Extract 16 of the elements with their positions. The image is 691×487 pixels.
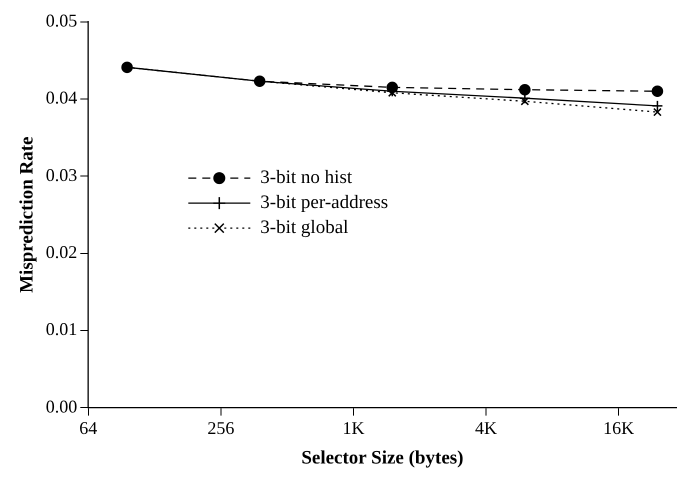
x-axis-title: Selector Size (bytes) xyxy=(301,448,464,469)
y-tick-label: 0.02 xyxy=(46,242,78,262)
x-tick-label: 4K xyxy=(475,418,498,438)
y-axis-title: Misprediction Rate xyxy=(16,136,38,293)
y-tick-label: 0.00 xyxy=(46,396,78,416)
x-tick-label: 16K xyxy=(603,418,634,438)
y-tick-label: 0.04 xyxy=(46,88,78,108)
y-tick-label: 0.03 xyxy=(46,164,78,185)
y-tick-label: 0.01 xyxy=(46,319,78,340)
x-tick-label: 256 xyxy=(207,418,234,438)
legend-label: 3-bit no hist xyxy=(260,167,353,188)
y-tick-label: 0.05 xyxy=(46,10,78,31)
legend-label: 3-bit per-address xyxy=(260,192,388,214)
legend-label: 3-bit global xyxy=(260,217,348,238)
x-tick-label: 1K xyxy=(342,418,364,438)
x-tick-label: 64 xyxy=(79,418,98,438)
